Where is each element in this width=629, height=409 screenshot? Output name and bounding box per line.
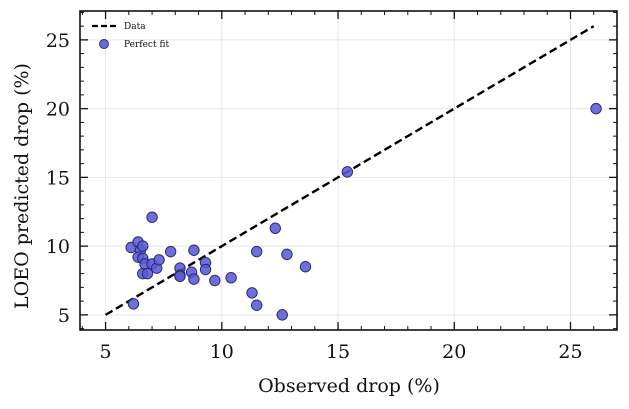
y-tick-label: 20 (46, 99, 70, 121)
data-point (341, 166, 354, 178)
data-point (141, 267, 154, 280)
x-tick-label: 20 (442, 341, 466, 363)
plot-frame (79, 10, 618, 331)
data-point (281, 248, 293, 261)
tick-labels: 5 10 15 20 25 5 10 15 20 25 (46, 30, 583, 363)
y-tick-label: 10 (46, 236, 70, 258)
data-point (299, 261, 312, 273)
x-tick-label: 15 (326, 341, 350, 363)
data-point (276, 309, 288, 321)
legend-label-perfect-fit: Perfect fit (124, 40, 169, 50)
data-point (246, 287, 258, 299)
x-tick-label: 10 (210, 341, 234, 363)
x-axis-title: Observed drop (%) (258, 375, 440, 397)
data-point (250, 245, 263, 258)
data-points (125, 102, 602, 321)
data-point (209, 274, 221, 287)
x-tick-label: 25 (558, 341, 582, 363)
data-point (199, 263, 212, 276)
data-point (225, 272, 237, 284)
data-point (174, 270, 186, 283)
data-point (188, 244, 200, 256)
y-axis-title: LOEO predicted drop (%) (11, 63, 33, 309)
data-point (146, 211, 158, 223)
data-point (164, 245, 177, 258)
data-point (127, 298, 140, 310)
data-point (269, 222, 281, 234)
legend-marker-swatch (99, 39, 109, 49)
legend-label-data: Data (124, 22, 146, 32)
data-point (590, 102, 602, 115)
y-tick-label: 25 (46, 30, 70, 52)
legend: Data Perfect fit (92, 22, 169, 50)
data-point (137, 240, 149, 252)
y-tick-label: 5 (58, 305, 70, 327)
axis-ticks (80, 11, 618, 330)
y-tick-label: 15 (46, 167, 70, 189)
data-point (250, 299, 263, 311)
x-tick-label: 5 (100, 341, 112, 363)
data-point (153, 254, 165, 266)
data-point (188, 273, 200, 285)
